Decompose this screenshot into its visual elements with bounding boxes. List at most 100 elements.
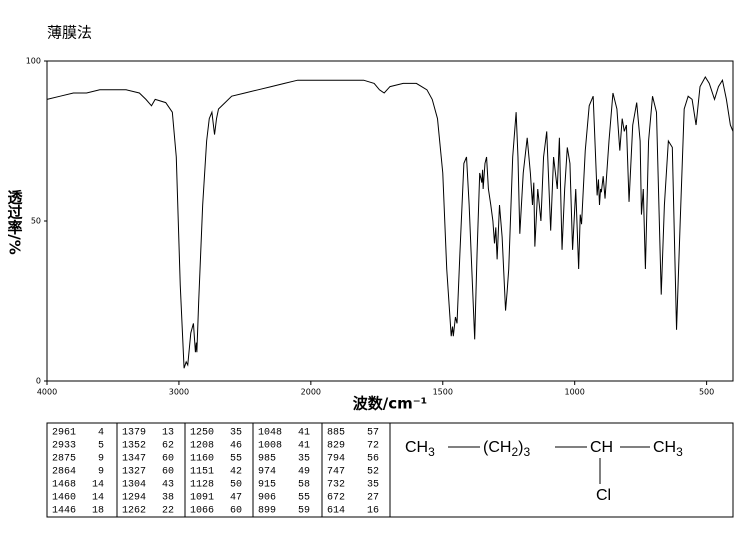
- wavenumber: 1048: [258, 428, 282, 439]
- group-text: CH: [653, 439, 676, 456]
- wavenumber: 614: [327, 506, 345, 517]
- wavenumber: 915: [258, 480, 276, 491]
- substituent: Cl: [596, 487, 611, 504]
- wavenumber: 1128: [190, 480, 214, 491]
- wavenumber: 985: [258, 454, 276, 465]
- transmittance: 50: [230, 480, 242, 491]
- subscript: 3: [523, 445, 530, 459]
- chart-title: 薄膜法: [47, 24, 92, 42]
- wavenumber: 1327: [122, 467, 146, 478]
- wavenumber: 1460: [52, 493, 76, 504]
- wavenumber: 672: [327, 493, 345, 504]
- structure-group: CH: [590, 439, 613, 456]
- group-text: CH: [405, 439, 428, 456]
- transmittance: 14: [92, 480, 104, 491]
- transmittance: 35: [298, 454, 310, 465]
- group-text: ): [518, 439, 523, 456]
- x-tick-label: 1500: [433, 388, 453, 397]
- wavenumber: 1446: [52, 506, 76, 517]
- x-tick-label: 2000: [301, 388, 321, 397]
- wavenumber: 794: [327, 454, 345, 465]
- structure-group: CH3: [653, 439, 683, 459]
- wavenumber: 1151: [190, 467, 214, 478]
- wavenumber: 1352: [122, 441, 146, 452]
- transmittance: 62: [162, 441, 174, 452]
- transmittance: 35: [230, 428, 242, 439]
- transmittance: 60: [162, 454, 174, 465]
- transmittance: 13: [162, 428, 174, 439]
- wavenumber: 2875: [52, 454, 76, 465]
- x-axis-label: 波数/cm⁻¹: [353, 395, 428, 413]
- wavenumber: 2961: [52, 428, 76, 439]
- transmittance: 4: [98, 428, 104, 439]
- transmittance: 60: [162, 467, 174, 478]
- transmittance: 60: [230, 506, 242, 517]
- transmittance: 9: [98, 467, 104, 478]
- transmittance: 56: [367, 454, 379, 465]
- transmittance: 72: [367, 441, 379, 452]
- wavenumber: 885: [327, 428, 345, 439]
- wavenumber: 1066: [190, 506, 214, 517]
- transmittance: 41: [298, 441, 310, 452]
- structure-group: (CH2)3: [483, 439, 530, 459]
- transmittance: 18: [92, 506, 104, 517]
- spectrum-line: [46, 76, 734, 369]
- transmittance: 52: [367, 467, 379, 478]
- transmittance: 41: [298, 428, 310, 439]
- transmittance: 42: [230, 467, 242, 478]
- wavenumber: 1294: [122, 493, 146, 504]
- group-text: CH: [590, 439, 613, 456]
- plot-frame: [46, 60, 734, 382]
- transmittance: 59: [298, 506, 310, 517]
- wavenumber: 906: [258, 493, 276, 504]
- transmittance: 55: [230, 454, 242, 465]
- table-dividers: [116, 423, 391, 517]
- x-tick-label: 1000: [565, 388, 585, 397]
- wavenumber: 1379: [122, 428, 146, 439]
- transmittance: 46: [230, 441, 242, 452]
- wavenumber: 1160: [190, 454, 214, 465]
- transmittance: 35: [367, 480, 379, 491]
- transmittance: 38: [162, 493, 174, 504]
- wavenumber: 1208: [190, 441, 214, 452]
- wavenumber: 732: [327, 480, 345, 491]
- transmittance: 58: [298, 480, 310, 491]
- transmittance: 22: [162, 506, 174, 517]
- wavenumber: 2864: [52, 467, 76, 478]
- group-text: (CH: [483, 439, 511, 456]
- subscript: 3: [428, 445, 435, 459]
- y-tick-label: 50: [31, 217, 41, 226]
- wavenumber: 1347: [122, 454, 146, 465]
- y-tick-label: 0: [36, 377, 41, 386]
- wavenumber: 974: [258, 467, 276, 478]
- subscript: 2: [511, 445, 518, 459]
- y-axis-label: 透过率/%: [6, 189, 24, 255]
- transmittance: 16: [367, 506, 379, 517]
- transmittance: 47: [230, 493, 242, 504]
- bonds: [448, 446, 650, 484]
- x-tick-label: 500: [699, 388, 714, 397]
- y-tick-label: 100: [26, 57, 41, 66]
- structure-group: CH3: [405, 439, 435, 459]
- wavenumber: 1250: [190, 428, 214, 439]
- wavenumber: 1262: [122, 506, 146, 517]
- wavenumber: 747: [327, 467, 345, 478]
- transmittance: 5: [98, 441, 104, 452]
- wavenumber: 829: [327, 441, 345, 452]
- subscript: 3: [676, 445, 683, 459]
- transmittance: 14: [92, 493, 104, 504]
- transmittance: 43: [162, 480, 174, 491]
- x-tick-label: 4000: [37, 388, 57, 397]
- wavenumber: 2933: [52, 441, 76, 452]
- transmittance: 27: [367, 493, 379, 504]
- x-tick-label: 3000: [169, 388, 189, 397]
- wavenumber: 899: [258, 506, 276, 517]
- wavenumber: 1468: [52, 480, 76, 491]
- wavenumber: 1091: [190, 493, 214, 504]
- wavenumber: 1304: [122, 480, 146, 491]
- transmittance: 9: [98, 454, 104, 465]
- transmittance: 49: [298, 467, 310, 478]
- transmittance: 55: [298, 493, 310, 504]
- transmittance: 57: [367, 428, 379, 439]
